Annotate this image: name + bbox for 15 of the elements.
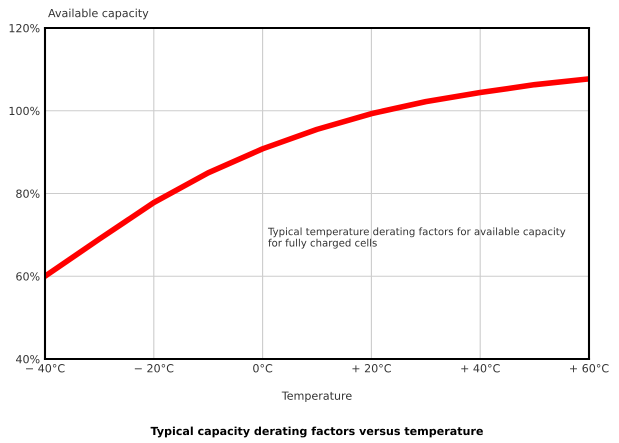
x-tick-label: + 20°C [352,364,391,372]
x-tick-label: + 40°C [461,364,500,372]
x-tick-label: − 40°C [26,364,65,372]
x-tick-label: − 20°C [134,364,174,372]
annotation: Typical temperature derating factors for available capacity for fully charged cells [268,227,566,249]
y-axis-title: Available capacity [48,8,148,20]
y-tick-label: 60% [16,272,40,281]
y-tick-label: 80% [16,189,40,198]
y-tick-label: 100% [10,106,40,116]
y-tick-label: 40% [16,354,40,364]
x-tick-label: 0°C [253,364,272,372]
x-tick-label: + 60°C [570,364,609,372]
y-tick-label: 120% [10,24,40,32]
text: Typical capacity derating factors versus temperature [150,426,483,438]
x-axis-title: Temperature [282,392,352,402]
